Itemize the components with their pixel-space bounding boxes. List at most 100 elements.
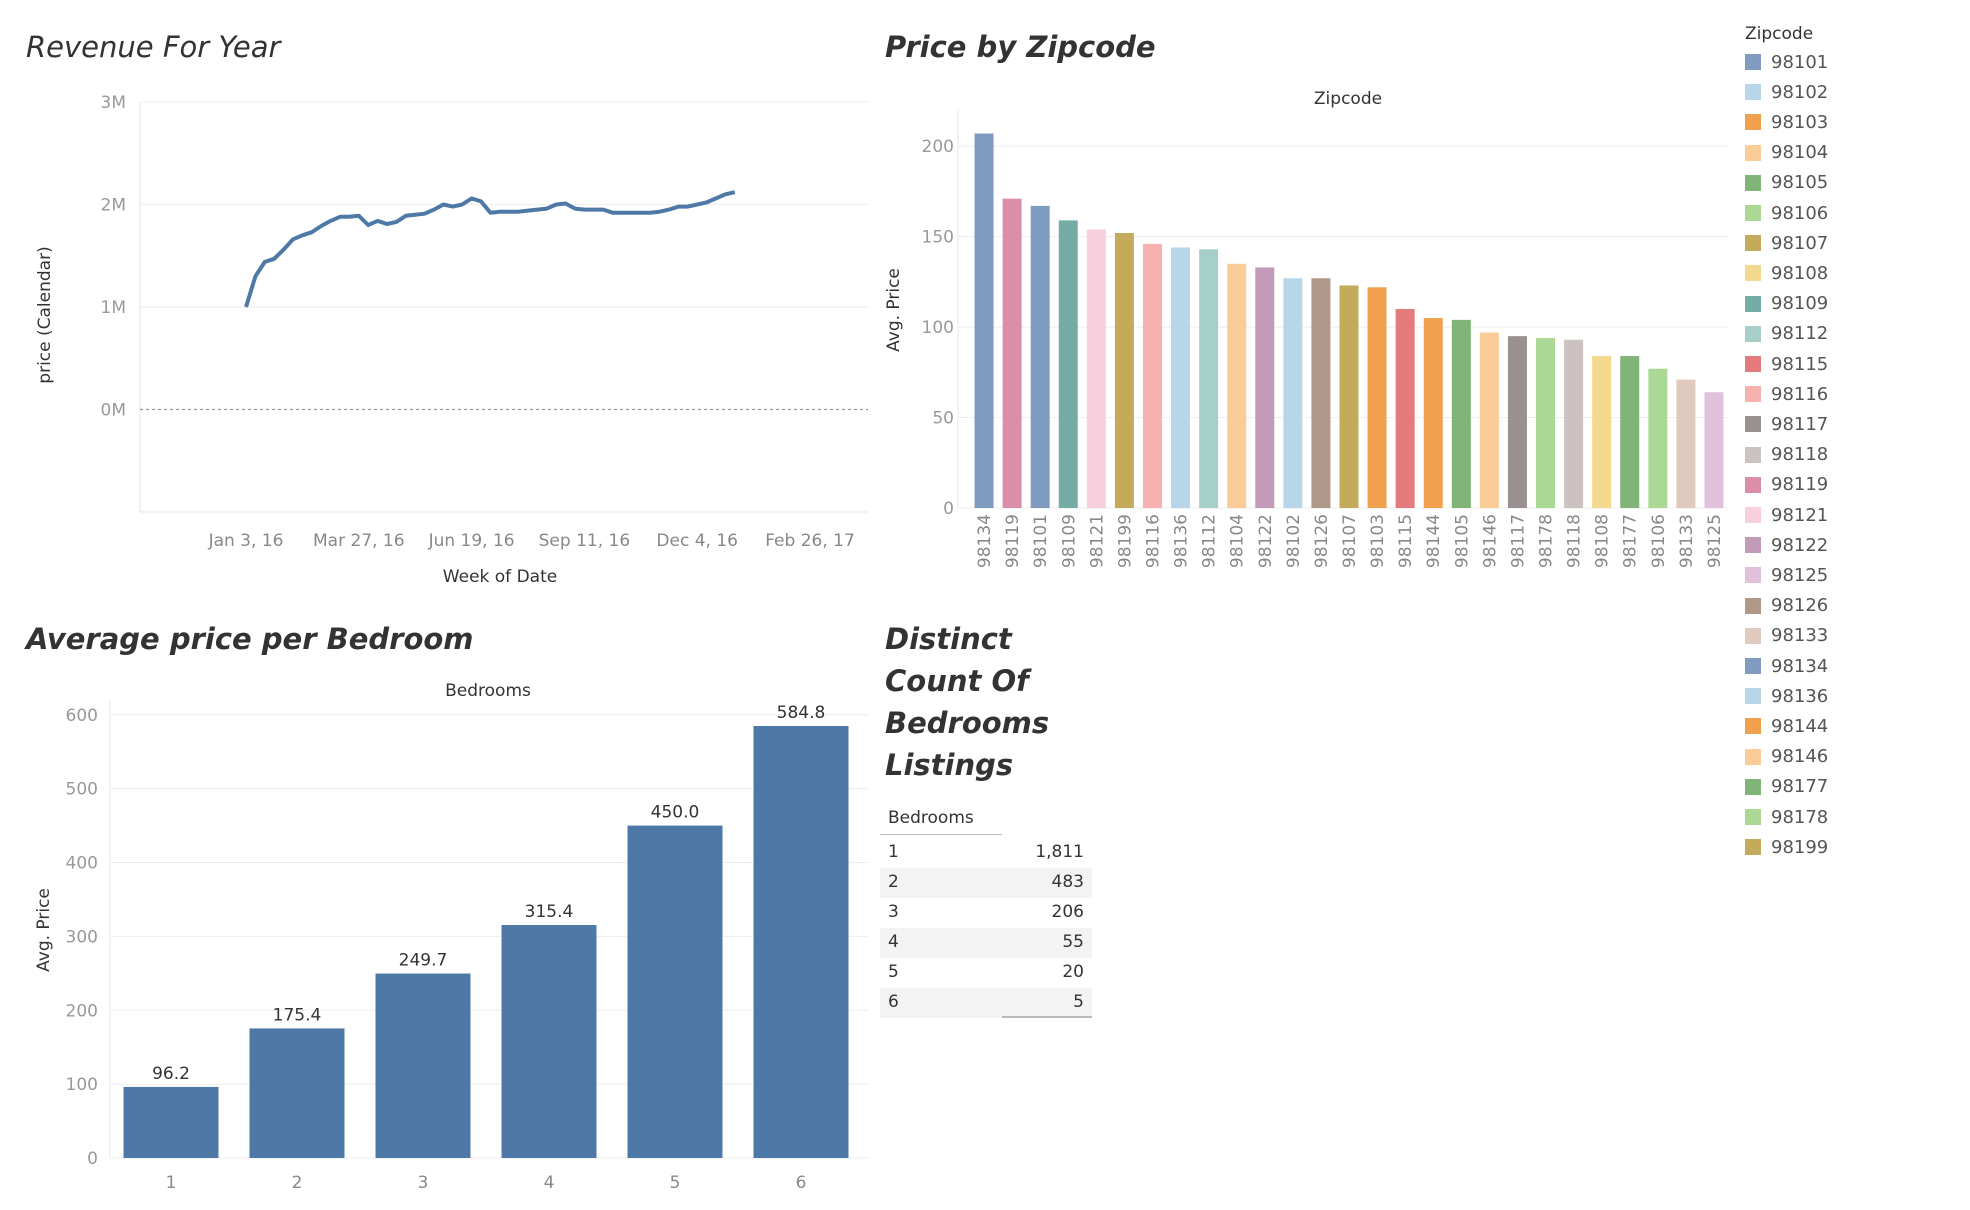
zipcode-bar bbox=[1227, 263, 1247, 508]
table-bottom-border bbox=[1002, 1016, 1092, 1018]
legend-item[interactable]: 98178 bbox=[1745, 807, 1828, 828]
zipcode-bar bbox=[1676, 379, 1696, 508]
legend-item[interactable]: 98105 bbox=[1745, 172, 1829, 194]
legend-item[interactable]: 98104 bbox=[1745, 142, 1829, 164]
zipcode-x-tick-label: 98116 bbox=[1143, 514, 1163, 568]
line-chart-x-tick-label: Mar 27, 16 bbox=[313, 531, 405, 551]
bedroom-y-tick-label: 0 bbox=[87, 1149, 98, 1169]
line-chart-y-ticks: 3M 2M 1M 0M bbox=[101, 93, 126, 421]
legend-item[interactable]: 98115 bbox=[1745, 354, 1828, 375]
legend-swatch bbox=[1745, 839, 1761, 856]
zipcode-x-tick-label: 98125 bbox=[1705, 514, 1725, 568]
table-cell-count: 55 bbox=[1062, 932, 1084, 952]
zipcode-x-tick-label: 98118 bbox=[1565, 514, 1585, 568]
legend-swatch bbox=[1745, 265, 1761, 282]
legend-item[interactable]: 98146 bbox=[1745, 746, 1828, 767]
legend-item[interactable]: 98103 bbox=[1745, 112, 1828, 133]
legend-label: 98116 bbox=[1771, 383, 1829, 405]
legend-item[interactable]: 98112 bbox=[1745, 323, 1829, 345]
legend-label: 98108 bbox=[1771, 262, 1829, 284]
legend-swatch bbox=[1745, 54, 1761, 70]
zipcode-x-tick-label: 98121 bbox=[1087, 514, 1107, 568]
table-cell-bedrooms: 4 bbox=[888, 932, 899, 952]
legend-item[interactable]: 98119 bbox=[1745, 474, 1828, 495]
zipcode-bar bbox=[1114, 233, 1134, 508]
zipcode-x-tick-label: 98107 bbox=[1340, 514, 1360, 568]
legend-item[interactable]: 98102 bbox=[1745, 82, 1828, 103]
zipcode-x-tick-label: 98119 bbox=[1003, 514, 1023, 568]
legend-item[interactable]: 98117 bbox=[1745, 414, 1828, 435]
zipcode-bar bbox=[1142, 243, 1162, 508]
line-chart-x-tick-label: Jun 19, 16 bbox=[428, 531, 515, 551]
line-chart-x-tick-label: Feb 26, 17 bbox=[765, 531, 855, 551]
bedroom-y-tick-label: 400 bbox=[66, 854, 98, 874]
legend-item[interactable]: 98121 bbox=[1745, 505, 1828, 526]
table-cell-bedrooms: 6 bbox=[888, 992, 899, 1012]
legend-label: 98101 bbox=[1771, 51, 1829, 73]
zipcode-bar bbox=[1339, 285, 1359, 508]
distinct-title-line-2: Count Of bbox=[885, 664, 1029, 698]
table-cell-bedrooms: 1 bbox=[888, 842, 899, 862]
bedroom-chart-y-axis-label: Avg. Price bbox=[34, 888, 54, 972]
legend-item[interactable]: 98199 bbox=[1745, 837, 1828, 858]
legend-label: 98104 bbox=[1771, 142, 1829, 164]
legend-label: 98112 bbox=[1771, 323, 1829, 345]
zipcode-y-tick-label: 0 bbox=[943, 499, 954, 519]
legend-item[interactable]: 98134 bbox=[1745, 655, 1829, 677]
bedroom-bar-value-label: 249.7 bbox=[399, 951, 448, 971]
zipcode-x-tick-label: 98117 bbox=[1508, 514, 1528, 568]
revenue-line-chart: 3M 2M 1M 0M Jan 3, 16 Mar 27, 16 Jun 19, 16 Se… bbox=[35, 93, 868, 587]
legend-item[interactable]: 98108 bbox=[1745, 262, 1829, 284]
legend-swatch bbox=[1745, 537, 1761, 554]
legend-swatch bbox=[1745, 627, 1761, 644]
legend-item[interactable]: 98126 bbox=[1745, 595, 1829, 617]
revenue-series-line bbox=[244, 190, 736, 308]
legend-label: 98126 bbox=[1771, 595, 1829, 617]
legend-item[interactable]: 98109 bbox=[1745, 293, 1828, 314]
zipcode-bar bbox=[1423, 318, 1443, 508]
bedroom-chart-header: Bedrooms bbox=[445, 681, 531, 701]
zipcode-x-tick-label: 98112 bbox=[1200, 514, 1220, 568]
legend-item[interactable]: 98144 bbox=[1745, 716, 1828, 737]
zipcode-bar bbox=[1002, 198, 1022, 508]
legend-swatch bbox=[1745, 356, 1761, 372]
legend-label: 98106 bbox=[1771, 202, 1829, 224]
revenue-title: Revenue For Year bbox=[26, 30, 281, 64]
zipcode-x-tick-label: 98199 bbox=[1115, 514, 1135, 568]
legend-label: 98105 bbox=[1771, 172, 1829, 194]
legend-label: 98134 bbox=[1771, 655, 1829, 677]
line-chart-y-tick-label: 3M bbox=[101, 93, 126, 113]
line-chart-y-tick-label: 2M bbox=[101, 196, 126, 216]
legend-swatch bbox=[1745, 507, 1761, 523]
table-header: Bedrooms bbox=[888, 808, 974, 828]
bedroom-bar-value-label: 450.0 bbox=[651, 803, 700, 823]
legend-item[interactable]: 98106 bbox=[1745, 202, 1829, 224]
legend-item[interactable]: 98118 bbox=[1745, 444, 1828, 465]
zipcode-x-tick-label: 98144 bbox=[1424, 514, 1444, 568]
legend-swatch bbox=[1745, 205, 1761, 221]
legend-item[interactable]: 98122 bbox=[1745, 535, 1828, 556]
line-chart-x-tick-label: Dec 4, 16 bbox=[656, 531, 738, 551]
legend-swatch bbox=[1745, 114, 1761, 131]
zipcode-x-tick-label: 98136 bbox=[1172, 514, 1192, 568]
line-chart-y-axis-label: price (Calendar) bbox=[35, 246, 55, 383]
legend-item[interactable]: 98116 bbox=[1745, 383, 1829, 405]
legend-item[interactable]: 98136 bbox=[1745, 686, 1828, 707]
zipcode-y-tick-label: 50 bbox=[932, 409, 954, 429]
zipcode-bar bbox=[1086, 229, 1106, 508]
legend-item[interactable]: 98101 bbox=[1745, 51, 1829, 73]
distinct-title-line-1: Distinct bbox=[885, 622, 1012, 656]
zipcode-x-tick-label: 98104 bbox=[1228, 514, 1248, 568]
legend-swatch bbox=[1745, 295, 1761, 312]
legend-label: 98107 bbox=[1771, 232, 1829, 254]
bedroom-bar bbox=[375, 973, 471, 1158]
zipcode-x-tick-label: 98177 bbox=[1621, 514, 1641, 568]
legend-item[interactable]: 98107 bbox=[1745, 232, 1829, 254]
legend-item[interactable]: 98125 bbox=[1745, 565, 1828, 586]
legend-item[interactable]: 98133 bbox=[1745, 625, 1828, 646]
bedroom-x-tick-label: 3 bbox=[418, 1173, 429, 1193]
legend-item[interactable]: 98177 bbox=[1745, 776, 1828, 797]
zipcode-x-tick-label: 98134 bbox=[975, 514, 995, 568]
zipcode-bar bbox=[1507, 336, 1527, 508]
bedroom-y-tick-label: 200 bbox=[66, 1001, 98, 1021]
